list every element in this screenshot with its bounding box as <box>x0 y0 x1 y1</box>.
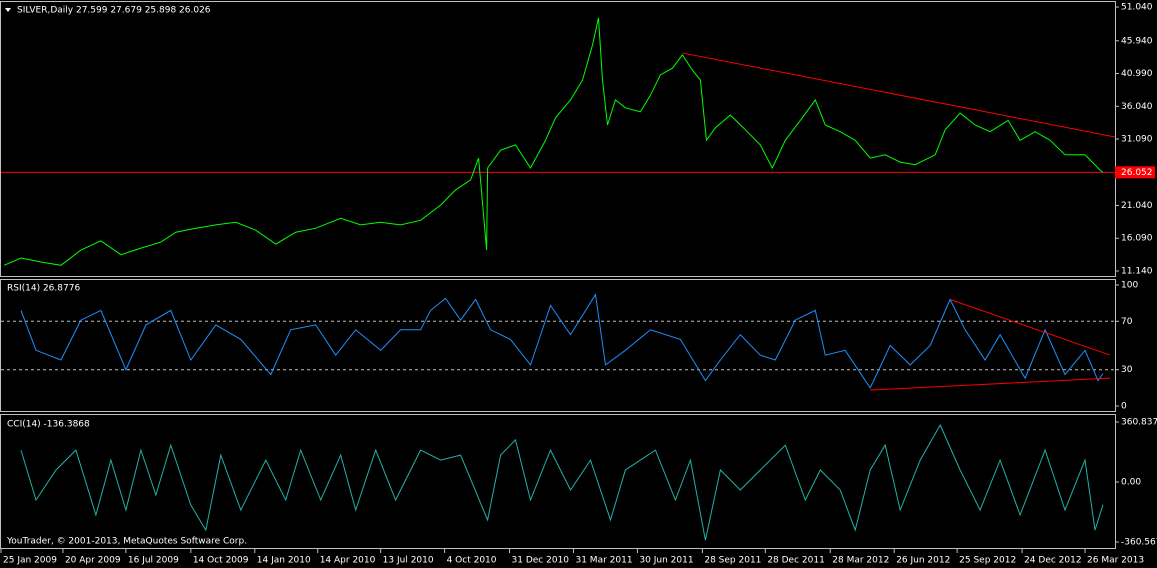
x-tick-label: 26 Jun 2012 <box>896 556 950 566</box>
copyright: YouTrader, © 2001-2013, MetaQuotes Softw… <box>6 537 247 547</box>
y-tick-label: 40.990 <box>1121 69 1153 79</box>
y-tick-label: 21.040 <box>1121 201 1153 211</box>
price-title: SILVER,Daily 27.599 27.679 25.898 26.026 <box>17 6 211 16</box>
y-tick-label: 36.040 <box>1121 102 1153 112</box>
rsi-title: RSI(14) 26.8776 <box>7 284 80 294</box>
collapse-icon <box>5 8 11 12</box>
x-tick-label: 28 Mar 2012 <box>832 556 889 566</box>
series-line <box>20 423 1104 541</box>
x-tick-label: 28 Dec 2011 <box>767 556 825 566</box>
y-tick-label: 70 <box>1121 317 1133 327</box>
x-tick-label: 24 Dec 2012 <box>1024 556 1082 566</box>
x-tick-label: 30 Jun 2011 <box>639 556 693 566</box>
y-tick-label: -360.567 <box>1121 538 1157 548</box>
y-tick-label: 51.040 <box>1121 3 1153 13</box>
y-tick-label: 0.00 <box>1121 478 1141 488</box>
series-line <box>20 293 1104 389</box>
y-tick-label: 360.837 <box>1121 417 1157 427</box>
trend-line <box>682 52 1116 138</box>
x-tick-label: 26 Mar 2013 <box>1087 556 1144 566</box>
x-tick-label: 28 Sep 2011 <box>704 556 761 566</box>
y-tick-label: 16.090 <box>1121 234 1153 244</box>
cci-title: CCI(14) -136.3868 <box>7 420 90 430</box>
x-tick-label: 25 Jan 2009 <box>3 556 57 566</box>
y-tick-label: 100 <box>1121 280 1138 290</box>
y-tick-label: 0 <box>1121 402 1127 412</box>
rsi-pane <box>0 279 1116 412</box>
y-tick-label: 30 <box>1121 365 1133 375</box>
x-tick-label: 16 Jul 2009 <box>128 556 179 566</box>
y-tick-label: 45.940 <box>1121 36 1153 46</box>
x-tick-label: 13 Jul 2010 <box>383 556 434 566</box>
trend-line <box>870 377 1111 391</box>
cci-pane <box>0 414 1116 549</box>
x-tick-label: 4 Oct 2010 <box>447 556 497 566</box>
trend-line <box>949 299 1111 356</box>
x-tick-label: 31 Dec 2010 <box>512 556 570 566</box>
price-label-bg <box>1115 166 1155 179</box>
y-tick-label: 11.140 <box>1121 266 1153 276</box>
x-tick-label: 20 Apr 2009 <box>65 556 121 566</box>
x-tick-label: 25 Sep 2012 <box>959 556 1016 566</box>
series-line <box>3 17 1104 266</box>
y-tick-label: 31.090 <box>1121 135 1153 145</box>
price-pane <box>0 1 1116 277</box>
price-label: 26.052 <box>1121 168 1153 178</box>
x-tick-label: 31 Mar 2011 <box>575 556 632 566</box>
x-tick-label: 14 Jan 2010 <box>257 556 311 566</box>
x-tick-label: 14 Oct 2009 <box>193 556 249 566</box>
x-tick-label: 14 Apr 2010 <box>320 556 376 566</box>
